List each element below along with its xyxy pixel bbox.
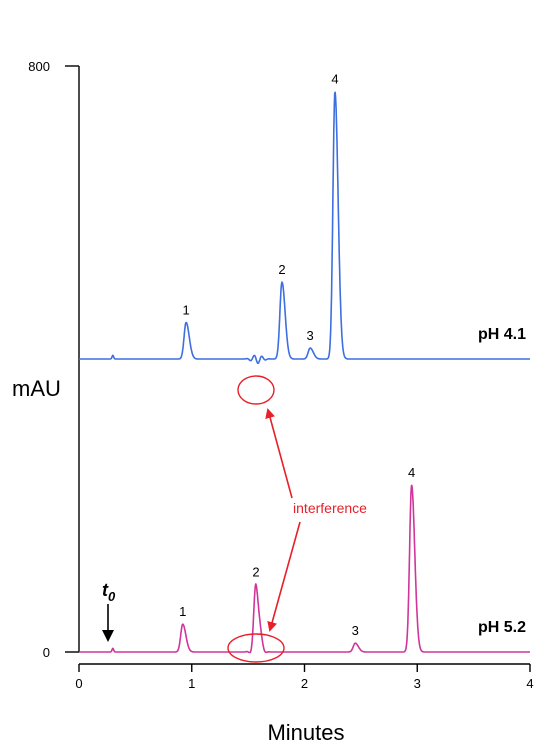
t0-label: t0: [102, 580, 116, 604]
x-tick-label: 4: [526, 676, 533, 691]
x-tick-label: 0: [75, 676, 82, 691]
peak-label: 3: [352, 623, 359, 638]
interference-circle-top: [237, 375, 275, 405]
peak-label: 2: [252, 565, 259, 580]
series-line: [78, 91, 531, 365]
interference-label: interference: [293, 500, 367, 516]
peak-label: 2: [278, 262, 285, 277]
peak-label: 1: [179, 604, 186, 619]
peak-label: 4: [331, 72, 338, 87]
series-name-label: pH 4.1: [478, 326, 526, 343]
peak-label: 1: [182, 302, 189, 317]
x-tick-label: 2: [301, 676, 308, 691]
interference-arrow-down: [267, 521, 301, 632]
x-tick-label: 3: [414, 676, 421, 691]
interference-circle-bottom: [227, 633, 285, 663]
peak-label: 4: [408, 465, 415, 480]
y-tick-label: 800: [28, 59, 50, 74]
x-tick-label: 1: [188, 676, 195, 691]
series-name-label: pH 5.2: [478, 619, 526, 636]
ticks-layer: 0 1 2 3 4 0 800: [28, 59, 533, 691]
y-axis-label: mAU: [12, 376, 61, 401]
interference-arrow-up: [265, 408, 293, 499]
labels-layer: 1 2 3 4 pH 4.1 1 2 3 4 pH 5.2: [179, 72, 526, 639]
series-line: [78, 484, 531, 654]
y-tick-label: 0: [43, 645, 50, 660]
x-axis-label: Minutes: [267, 720, 344, 744]
peak-label: 3: [307, 328, 314, 343]
traces-layer: [78, 91, 531, 654]
